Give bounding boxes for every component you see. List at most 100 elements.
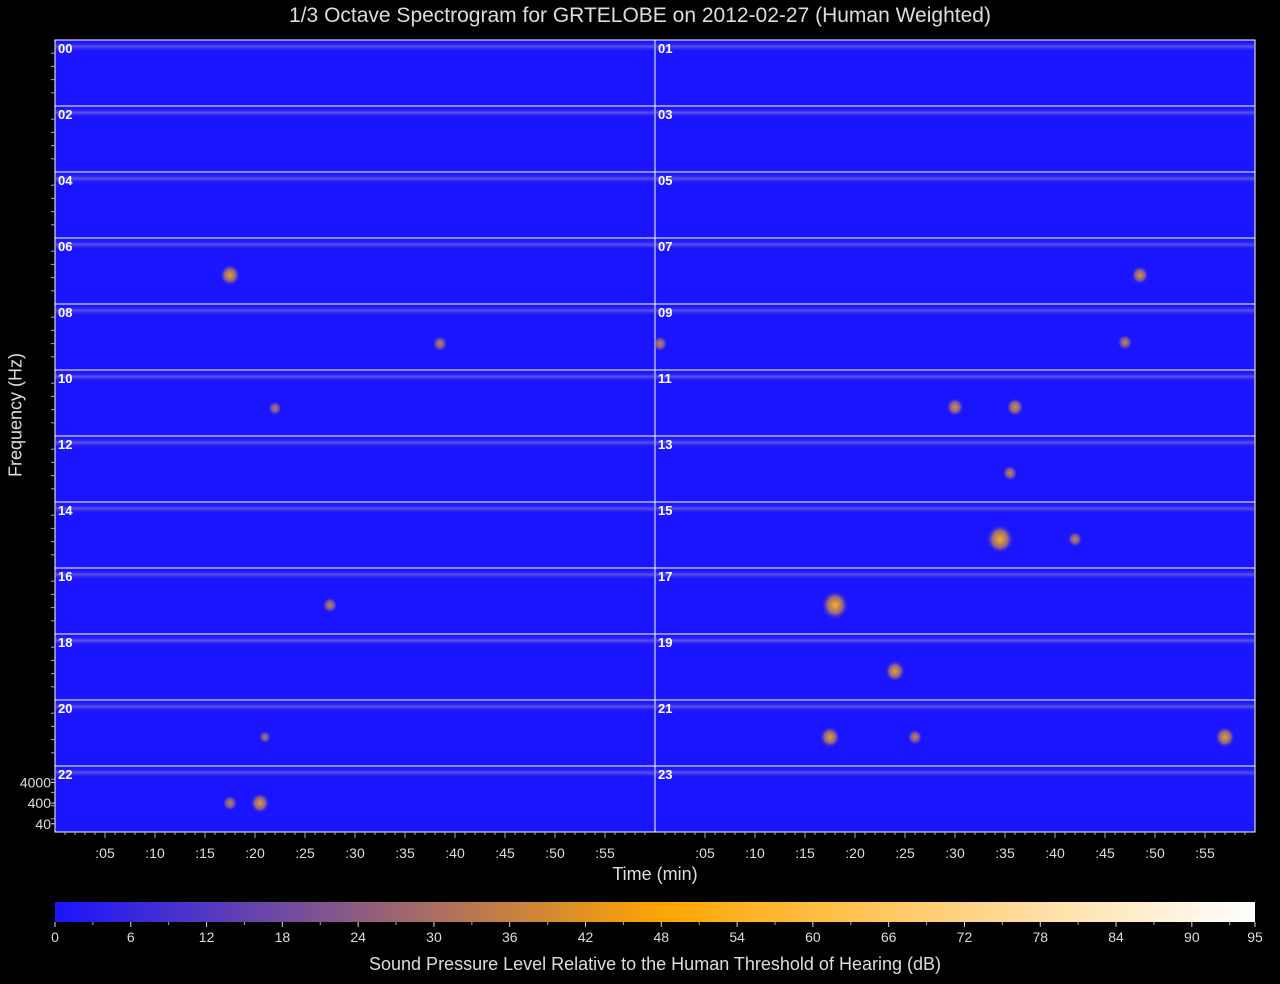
colorbar-tick-label: 90: [1184, 929, 1200, 945]
high-frequency-band: [56, 173, 654, 184]
high-frequency-band: [656, 767, 1254, 778]
colorbar-tick-label: 18: [275, 929, 291, 945]
hour-panel-18: 18: [54, 633, 656, 701]
colorbar-tick-label: 24: [350, 929, 366, 945]
sound-event-11: [945, 397, 965, 417]
x-tick-label: :50: [545, 845, 565, 861]
x-axis: :05:10:15:20:25:30:35:40:45:50:55:05:10:…: [64, 832, 1246, 861]
hour-panel-13: 13: [654, 435, 1256, 503]
colorbar-tick-label: 12: [199, 929, 215, 945]
hour-label: 12: [58, 437, 72, 452]
x-tick-label: :10: [145, 845, 165, 861]
hour-panel-01: 01: [654, 39, 1256, 107]
x-tick-label: :15: [195, 845, 215, 861]
hour-label: 23: [658, 767, 672, 782]
x-tick-label: :20: [845, 845, 865, 861]
hour-label: 22: [58, 767, 72, 782]
x-tick-label: :35: [995, 845, 1015, 861]
x-tick-label: :10: [745, 845, 765, 861]
hour-panel-12: 12: [54, 435, 656, 503]
hour-label: 00: [58, 41, 72, 56]
sound-event-22: [250, 792, 270, 814]
hour-panel-02: 02: [54, 105, 656, 173]
colorbar-tick-label: 95: [1247, 929, 1263, 945]
high-frequency-band: [56, 239, 654, 250]
high-frequency-band: [656, 173, 1254, 184]
sound-event-19: [884, 660, 906, 683]
x-tick-label: :40: [1045, 845, 1065, 861]
hour-label: 03: [658, 107, 672, 122]
high-frequency-band: [56, 437, 654, 448]
sound-event-09: [652, 335, 668, 352]
colorbar-tick-label: 78: [1032, 929, 1048, 945]
hour-label: 10: [58, 371, 72, 386]
hour-panel-04: 04: [54, 171, 656, 239]
sound-event-08: [432, 335, 448, 352]
x-tick-label: :35: [395, 845, 415, 861]
sound-event-17: [821, 590, 849, 621]
high-frequency-band: [656, 701, 1254, 712]
colorbar-tick-label: 48: [654, 929, 670, 945]
hour-panel-21: 21: [654, 699, 1256, 767]
hour-panel-23: 23: [654, 765, 1256, 833]
y-axis-label: Frequency (Hz): [5, 352, 26, 478]
colorbar-tick-label: 0: [51, 929, 59, 945]
sound-event-15: [1067, 531, 1083, 548]
hour-label: 09: [658, 305, 672, 320]
hour-panel-10: 10: [54, 369, 656, 437]
sound-event-10: [267, 401, 283, 416]
hour-label: 07: [658, 239, 672, 254]
high-frequency-band: [56, 107, 654, 118]
sound-event-21: [907, 729, 923, 746]
hour-panel-07: 07: [654, 237, 1256, 305]
colorbar-tick-label: 54: [729, 929, 745, 945]
hour-label: 08: [58, 305, 72, 320]
hour-label: 20: [58, 701, 72, 716]
high-frequency-band: [56, 701, 654, 712]
sound-event-07: [1130, 265, 1150, 285]
colorbar-tick-label: 72: [957, 929, 973, 945]
high-frequency-band: [56, 767, 654, 778]
hour-label: 04: [58, 173, 73, 188]
hour-label: 21: [658, 701, 672, 716]
x-tick-label: :25: [895, 845, 915, 861]
sound-event-09: [1117, 334, 1133, 351]
hour-label: 11: [658, 371, 672, 386]
high-frequency-band: [56, 41, 654, 52]
hour-label: 16: [58, 569, 72, 584]
hour-label: 02: [58, 107, 72, 122]
high-frequency-band: [656, 239, 1254, 250]
chart-title: 1/3 Octave Spectrogram for GRTELOBE on 2…: [289, 4, 991, 27]
x-tick-label: :55: [595, 845, 615, 861]
x-tick-label: :30: [945, 845, 965, 861]
high-frequency-band: [656, 305, 1254, 316]
x-tick-label: :15: [795, 845, 815, 861]
colorbar-tick-label: 84: [1108, 929, 1124, 945]
colorbar-tick-label: 60: [805, 929, 821, 945]
x-tick-label: :30: [345, 845, 365, 861]
sound-event-16: [322, 597, 338, 614]
hour-label: 15: [658, 503, 672, 518]
x-tick-label: :05: [695, 845, 715, 861]
spectral-events: [219, 264, 1236, 814]
x-axis-label: Time (min): [612, 864, 698, 884]
hour-label: 14: [58, 503, 73, 518]
high-frequency-band: [656, 503, 1254, 514]
hour-panel-09: 09: [654, 303, 1256, 371]
hour-panel-00: 00: [54, 39, 656, 107]
y-tick-label: 4000: [20, 774, 51, 790]
y-tick-label: 400: [28, 795, 52, 811]
high-frequency-band: [56, 569, 654, 580]
sound-event-21: [1214, 726, 1236, 749]
colorbar-tick-label: 66: [881, 929, 897, 945]
hour-label: 06: [58, 239, 72, 254]
high-frequency-band: [656, 635, 1254, 646]
colorbar-tick-label: 30: [426, 929, 442, 945]
colorbar-tick-label: 6: [127, 929, 135, 945]
high-frequency-band: [656, 41, 1254, 52]
y-tick-label: 40: [35, 816, 51, 832]
hour-panel-14: 14: [54, 501, 656, 569]
hour-panel-17: 17: [654, 567, 1256, 635]
x-tick-label: :45: [1095, 845, 1115, 861]
hour-panel-03: 03: [654, 105, 1256, 173]
